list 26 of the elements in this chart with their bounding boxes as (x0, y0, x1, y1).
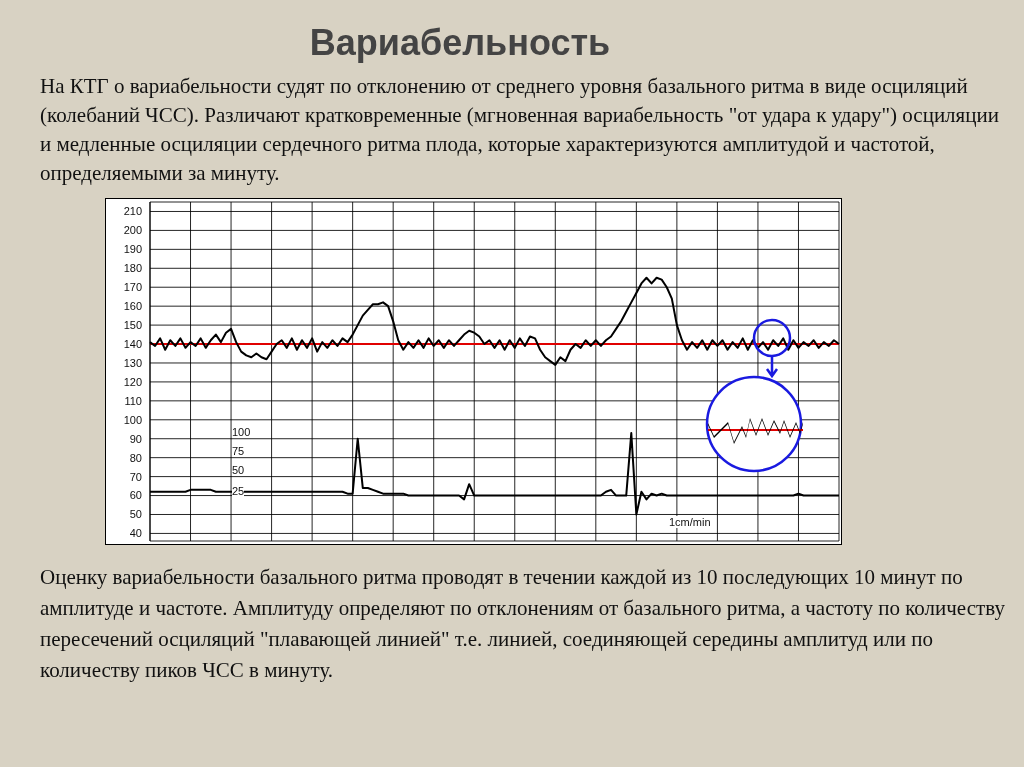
y-tick-label: 70 (129, 470, 142, 483)
y-tick-label: 160 (123, 300, 142, 313)
y-tick-label: 130 (123, 356, 142, 369)
y-tick-label: 180 (123, 262, 142, 275)
y-tick-label: 60 (129, 489, 142, 502)
y-tick-label: 200 (123, 224, 142, 237)
y-tick-label: 210 (123, 205, 142, 218)
y-tick-label: 190 (123, 243, 142, 256)
annotation: 50 (232, 464, 245, 476)
y-tick-label: 170 (123, 281, 142, 294)
y-tick-label: 90 (129, 432, 142, 445)
y-tick-label: 40 (129, 527, 142, 540)
annotation: 25 (232, 485, 245, 497)
y-tick-label: 110 (124, 394, 142, 407)
y-tick-label: 140 (123, 337, 142, 350)
y-tick-label: 120 (123, 375, 142, 388)
y-tick-label: 150 (123, 319, 142, 332)
annotation: 100 (232, 426, 251, 438)
y-tick-label: 50 (129, 508, 142, 521)
annotation: 75 (232, 445, 245, 457)
y-tick-label: 80 (129, 451, 142, 464)
chart-title: Вариабельность (308, 22, 612, 64)
y-tick-label: 100 (123, 413, 142, 426)
annotation: 1cm/min (665, 516, 715, 528)
chart-subtitle: На КТГ о вариабельности судят по отклонению от среднего уровня базального ритма в виде осциляций (колебаний ЧСС). Различают кратковременные (мгновенная вариабельность "от удара к удару") осциляции и медленные осциляции сердечного ритма плода, которые характеризуются амплитудой и частотой, определяемыми за минуту. (40, 73, 1000, 187)
text: Оценку вариабельности базального ритма проводят в течении каждой из 10 последующих 10 минут по амплитуде и частоте. Амплитуду определяют по отклонениям от базального ритма, а частоту по количеству пересечений осциляций "плавающей линией" т.е. линией, соединяющей середины амплитуд или по количеству пиков ЧСС в минуту. (40, 564, 1006, 684)
